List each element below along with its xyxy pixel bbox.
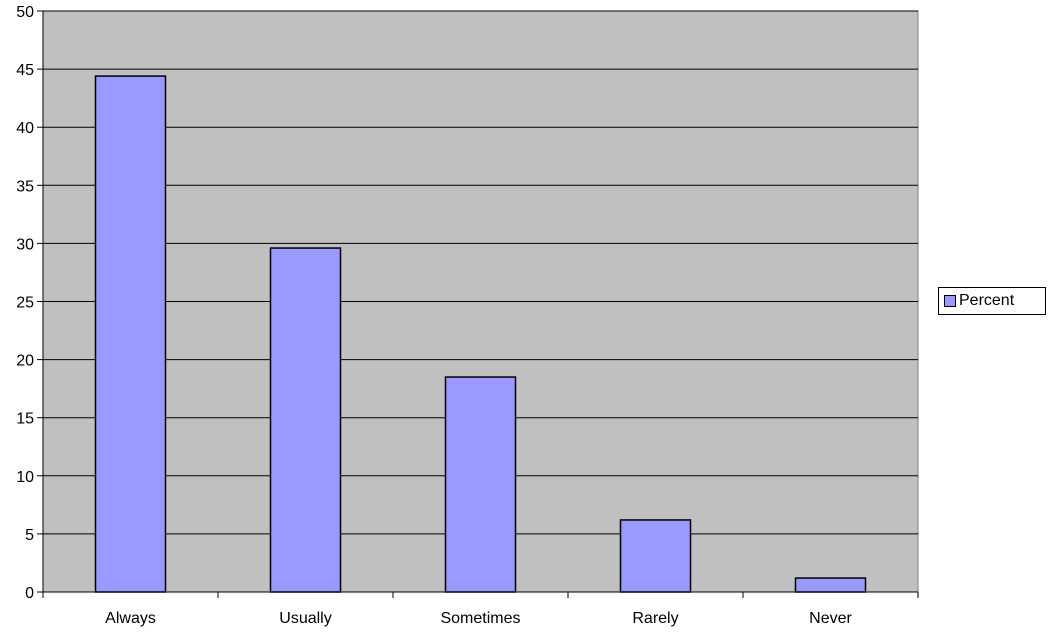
x-tick-label: Sometimes <box>440 610 520 627</box>
bar-rarely <box>619 519 692 593</box>
y-axis: 0 5 10 15 20 25 30 35 40 45 50 <box>16 4 44 602</box>
x-axis: Always Usually Sometimes Rarely Never <box>42 591 919 627</box>
x-tick-label: Usually <box>279 610 331 627</box>
legend-swatch <box>944 295 956 307</box>
legend-label: Percent <box>959 292 1015 309</box>
y-tick-label: 15 <box>16 411 34 428</box>
y-tick-label: 50 <box>16 4 34 21</box>
x-tick-label: Never <box>809 610 852 627</box>
x-tick-label: Rarely <box>632 610 678 627</box>
x-tick-label: Always <box>105 610 156 627</box>
y-tick-label: 40 <box>16 120 34 137</box>
y-tick-label: 45 <box>16 62 34 79</box>
bar-never <box>794 577 867 593</box>
y-tick-label: 5 <box>25 527 34 544</box>
y-tick-label: 0 <box>25 585 34 602</box>
y-tick-label: 20 <box>16 353 34 370</box>
y-tick-label: 10 <box>16 469 34 486</box>
y-tick-label: 30 <box>16 236 34 253</box>
bar-usually <box>269 247 342 593</box>
bar-sometimes <box>444 376 517 593</box>
legend: Percent <box>938 287 1046 315</box>
gridlines <box>43 10 918 535</box>
y-tick-label: 35 <box>16 178 34 195</box>
y-tick-label: 25 <box>16 295 34 312</box>
bar-always <box>94 75 167 593</box>
